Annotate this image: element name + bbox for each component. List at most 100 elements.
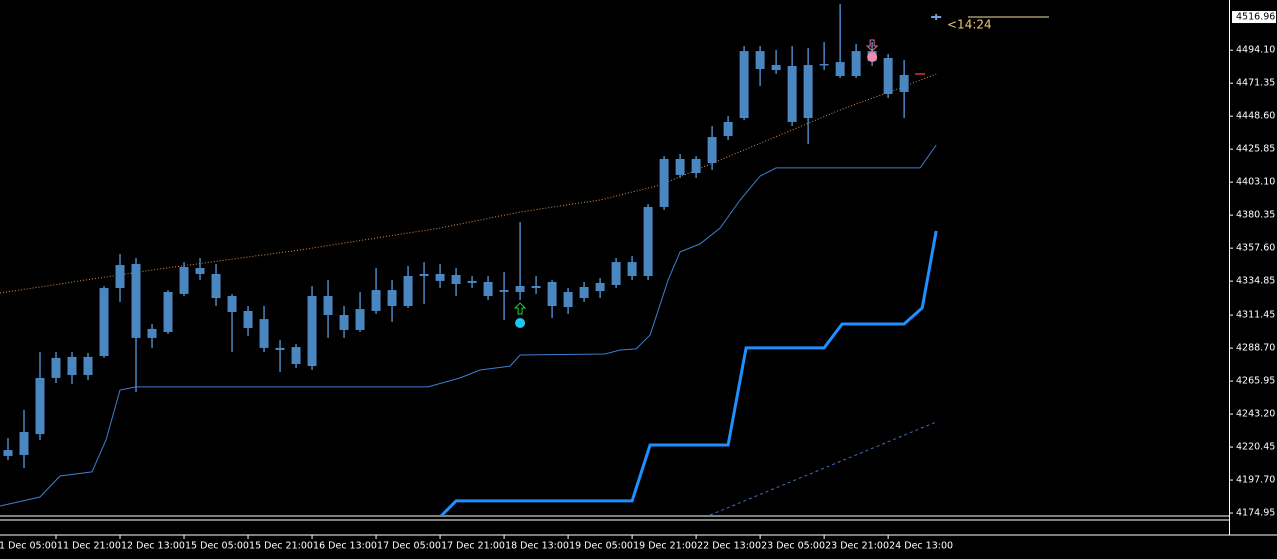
y-tick-label: 4334.85 <box>1236 276 1275 287</box>
candle-body <box>195 268 205 274</box>
candle-body <box>803 64 813 119</box>
x-tick-label: 19 Dec 05:00 <box>569 541 633 552</box>
candle-body <box>547 281 557 307</box>
candle-body <box>451 274 461 284</box>
candle-body <box>147 328 157 338</box>
candle-body <box>19 432 29 455</box>
candle-body <box>243 310 253 329</box>
candle-body <box>259 319 269 348</box>
candle-body <box>691 158 701 174</box>
y-tick-label: 4288.70 <box>1236 343 1275 354</box>
y-tick-label: 4174.95 <box>1236 508 1275 519</box>
candle-body <box>355 309 365 330</box>
countdown: <14:24 <box>947 18 992 32</box>
indicator-line <box>0 144 937 507</box>
candle-body <box>435 273 445 281</box>
x-tick-label: 17 Dec 21:00 <box>441 541 505 552</box>
candle-body <box>579 287 589 299</box>
x-tick-label: 11 Dec 21:00 <box>57 541 121 552</box>
candle-body <box>899 74 909 92</box>
candle-body <box>467 280 477 283</box>
x-tick-label: 18 Dec 13:00 <box>505 541 569 552</box>
candle-body <box>787 65 797 122</box>
candle-body <box>339 315 349 330</box>
x-tick-label: 23 Dec 21:00 <box>825 541 889 552</box>
y-tick-label: 4448.60 <box>1236 111 1275 122</box>
candle-body <box>483 281 493 297</box>
candle-body <box>371 290 381 311</box>
x-tick-label: 16 Dec 13:00 <box>313 541 377 552</box>
candle-body <box>595 282 605 292</box>
candle-body <box>819 63 829 66</box>
x-tick-label: 19 Dec 21:00 <box>633 541 697 552</box>
y-tick-label: 4380.35 <box>1236 210 1275 221</box>
current-price-box <box>1232 11 1276 24</box>
y-tick-label: 4471.35 <box>1236 78 1275 89</box>
candle-body <box>67 356 77 376</box>
candle-body <box>131 263 141 338</box>
candle-body <box>307 296 317 367</box>
signal-dot <box>515 317 526 328</box>
candle-body <box>99 288 109 357</box>
x-tick-label: 12 Dec 13:00 <box>121 541 185 552</box>
y-tick-label: 4311.45 <box>1236 310 1275 321</box>
signal-down-arrow <box>865 39 879 52</box>
y-tick-label: 4243.20 <box>1236 409 1275 420</box>
candle-body <box>707 137 717 164</box>
x-tick-label: 11 Dec 05:00 <box>0 541 57 552</box>
x-tick-label: 17 Dec 05:00 <box>377 541 441 552</box>
candle-body <box>851 51 861 76</box>
candle-body <box>643 206 653 276</box>
candle-body <box>499 290 509 292</box>
candle-body <box>627 262 637 276</box>
candle-body <box>179 266 189 294</box>
x-tick-label: 15 Dec 21:00 <box>249 541 313 552</box>
candle-body <box>115 264 125 289</box>
candle-body <box>739 51 749 119</box>
candle-body <box>755 51 765 70</box>
candle-body <box>227 296 237 312</box>
y-tick-label: 4220.45 <box>1236 442 1275 453</box>
indicator-line <box>439 230 938 515</box>
candle-body <box>291 347 301 365</box>
candle-body <box>163 291 173 332</box>
indicator-line <box>709 421 937 515</box>
price-marker <box>931 13 942 20</box>
candle-body <box>35 377 45 435</box>
x-tick-label: 24 Dec 13:00 <box>889 541 953 552</box>
x-tick-label: 22 Dec 13:00 <box>697 541 761 552</box>
candle-body <box>3 450 13 456</box>
candle-body <box>611 262 621 285</box>
candle-body <box>563 291 573 308</box>
x-tick-label: 15 Dec 05:00 <box>185 541 249 552</box>
candle-body <box>835 62 845 76</box>
candle-body <box>419 273 429 276</box>
y-tick-label: 4197.70 <box>1236 475 1275 486</box>
candle-body <box>83 356 93 376</box>
candle-body <box>883 58 893 94</box>
candle-body <box>723 121 733 137</box>
candle-body <box>275 347 285 350</box>
candle-body <box>387 290 397 307</box>
candle-body <box>323 296 333 316</box>
candle-body <box>675 158 685 175</box>
y-tick-label: 4357.60 <box>1236 243 1275 254</box>
candle-body <box>771 64 781 71</box>
y-tick-label: 4425.85 <box>1236 144 1275 155</box>
x-tick-label: 23 Dec 05:00 <box>761 541 825 552</box>
candle-body <box>515 285 525 292</box>
candle-body <box>659 158 669 207</box>
y-tick-label: 4494.10 <box>1236 45 1275 56</box>
candle-body <box>211 273 221 299</box>
y-tick-label: 4265.95 <box>1236 376 1275 387</box>
plot-area <box>0 4 942 515</box>
y-tick-label: 4403.10 <box>1236 177 1275 188</box>
candle-body <box>403 275 413 307</box>
candle-body <box>51 357 61 378</box>
signal-dot <box>867 51 878 62</box>
signal-up-arrow <box>513 302 527 315</box>
candle-body <box>531 285 541 289</box>
